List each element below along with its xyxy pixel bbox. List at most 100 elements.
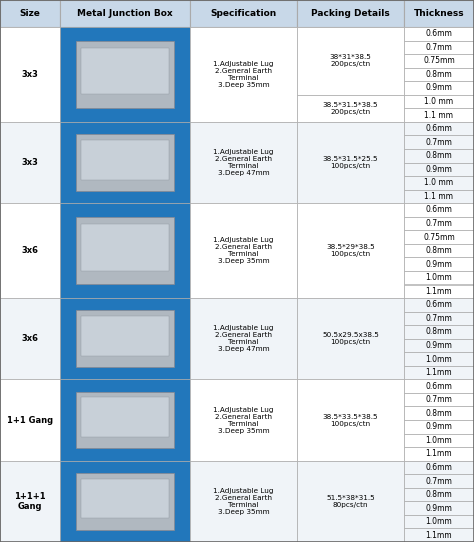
- Text: 0.6mm: 0.6mm: [426, 382, 453, 391]
- Bar: [404, 298, 474, 312]
- Bar: [404, 230, 474, 244]
- Text: 0.7mm: 0.7mm: [426, 395, 453, 404]
- Bar: [0, 203, 60, 298]
- Bar: [75, 217, 174, 284]
- Text: 1.0mm: 1.0mm: [426, 517, 452, 526]
- Text: 1.Adjustable Lug
2.General Earth
Terminal
3.Deep 47mm: 1.Adjustable Lug 2.General Earth Termina…: [213, 149, 274, 176]
- Text: 0.7mm: 0.7mm: [426, 476, 453, 486]
- Text: 3x3: 3x3: [21, 70, 38, 79]
- Bar: [404, 339, 474, 352]
- Text: 0.8mm: 0.8mm: [426, 490, 452, 499]
- Text: 0.9mm: 0.9mm: [426, 422, 453, 431]
- Bar: [81, 224, 170, 270]
- Text: Size: Size: [19, 9, 40, 18]
- Bar: [404, 27, 474, 41]
- Bar: [404, 41, 474, 54]
- Bar: [404, 420, 474, 434]
- Text: 3x3: 3x3: [21, 158, 38, 167]
- Text: Thickness: Thickness: [414, 9, 465, 18]
- Bar: [60, 379, 190, 461]
- Bar: [81, 479, 170, 518]
- Text: 0.6mm: 0.6mm: [426, 300, 453, 309]
- Text: 0.9mm: 0.9mm: [426, 165, 453, 174]
- Text: 1.0mm: 1.0mm: [426, 273, 452, 282]
- Text: 1.1 mm: 1.1 mm: [425, 111, 454, 120]
- Text: 0.9mm: 0.9mm: [426, 83, 453, 93]
- Bar: [404, 122, 474, 136]
- Bar: [404, 528, 474, 542]
- Bar: [404, 203, 474, 217]
- Text: 0.7mm: 0.7mm: [426, 219, 453, 228]
- Text: Specification: Specification: [210, 9, 277, 18]
- Bar: [404, 190, 474, 203]
- Bar: [404, 325, 474, 339]
- Bar: [404, 163, 474, 176]
- Text: 1.0 mm: 1.0 mm: [424, 178, 454, 188]
- Text: 0.7mm: 0.7mm: [426, 314, 453, 323]
- Bar: [297, 461, 404, 542]
- Bar: [60, 298, 190, 379]
- Bar: [404, 366, 474, 379]
- Bar: [60, 122, 190, 203]
- Text: 0.9mm: 0.9mm: [426, 260, 453, 269]
- Text: 1.Adjustable Lug
2.General Earth
Terminal
3.Deep 35mm: 1.Adjustable Lug 2.General Earth Termina…: [213, 237, 274, 264]
- Bar: [404, 81, 474, 95]
- Text: 50.5x29.5x38.5
100pcs/ctn: 50.5x29.5x38.5 100pcs/ctn: [322, 332, 379, 345]
- Text: 1+1+1
Gang: 1+1+1 Gang: [14, 492, 46, 511]
- Bar: [75, 310, 174, 367]
- Bar: [404, 434, 474, 447]
- Bar: [404, 474, 474, 488]
- Text: 38.5*31.5*25.5
100pcs/ctn: 38.5*31.5*25.5 100pcs/ctn: [323, 156, 378, 169]
- Bar: [190, 122, 297, 203]
- Bar: [297, 122, 404, 203]
- Bar: [60, 203, 190, 298]
- Bar: [404, 0, 474, 27]
- Text: 38.5*33.5*38.5
100pcs/ctn: 38.5*33.5*38.5 100pcs/ctn: [323, 414, 378, 427]
- Bar: [297, 0, 404, 27]
- Bar: [81, 316, 170, 356]
- Bar: [404, 515, 474, 528]
- Text: 0.75mm: 0.75mm: [423, 56, 455, 66]
- Text: 1.1mm: 1.1mm: [426, 368, 452, 377]
- Text: 0.6mm: 0.6mm: [426, 29, 453, 38]
- Bar: [60, 27, 190, 122]
- Bar: [404, 149, 474, 163]
- Bar: [0, 379, 60, 461]
- Bar: [404, 54, 474, 68]
- Text: 0.8mm: 0.8mm: [426, 151, 452, 160]
- Text: 1.0mm: 1.0mm: [426, 436, 452, 445]
- Bar: [404, 285, 474, 298]
- Bar: [404, 271, 474, 285]
- Bar: [81, 48, 170, 94]
- Bar: [404, 217, 474, 230]
- Text: 0.8mm: 0.8mm: [426, 409, 452, 418]
- Bar: [60, 0, 190, 27]
- Text: 51.5*38*31.5
80pcs/ctn: 51.5*38*31.5 80pcs/ctn: [326, 495, 375, 508]
- Text: 0.75mm: 0.75mm: [423, 233, 455, 242]
- Text: 1.0mm: 1.0mm: [426, 354, 452, 364]
- Bar: [75, 41, 174, 108]
- Text: Metal Junction Box: Metal Junction Box: [77, 9, 173, 18]
- Bar: [404, 488, 474, 501]
- Bar: [404, 379, 474, 393]
- Bar: [190, 379, 297, 461]
- Text: 3x6: 3x6: [21, 246, 38, 255]
- Text: 0.8mm: 0.8mm: [426, 246, 452, 255]
- Text: 1.Adjustable Lug
2.General Earth
Terminal
3.Deep 35mm: 1.Adjustable Lug 2.General Earth Termina…: [213, 61, 274, 88]
- Bar: [190, 0, 297, 27]
- Bar: [0, 0, 60, 27]
- Text: 38.5*31.5*38.5
200pcs/ctn: 38.5*31.5*38.5 200pcs/ctn: [323, 102, 378, 115]
- Bar: [404, 68, 474, 81]
- Bar: [0, 298, 60, 379]
- Bar: [0, 461, 60, 542]
- Text: 1.1 mm: 1.1 mm: [425, 192, 454, 201]
- Bar: [404, 447, 474, 461]
- Bar: [404, 108, 474, 122]
- Bar: [190, 203, 297, 298]
- Bar: [75, 391, 174, 448]
- Text: 0.9mm: 0.9mm: [426, 504, 453, 513]
- Bar: [297, 298, 404, 379]
- Bar: [404, 393, 474, 406]
- Text: 1.1mm: 1.1mm: [426, 531, 452, 540]
- Bar: [75, 473, 174, 530]
